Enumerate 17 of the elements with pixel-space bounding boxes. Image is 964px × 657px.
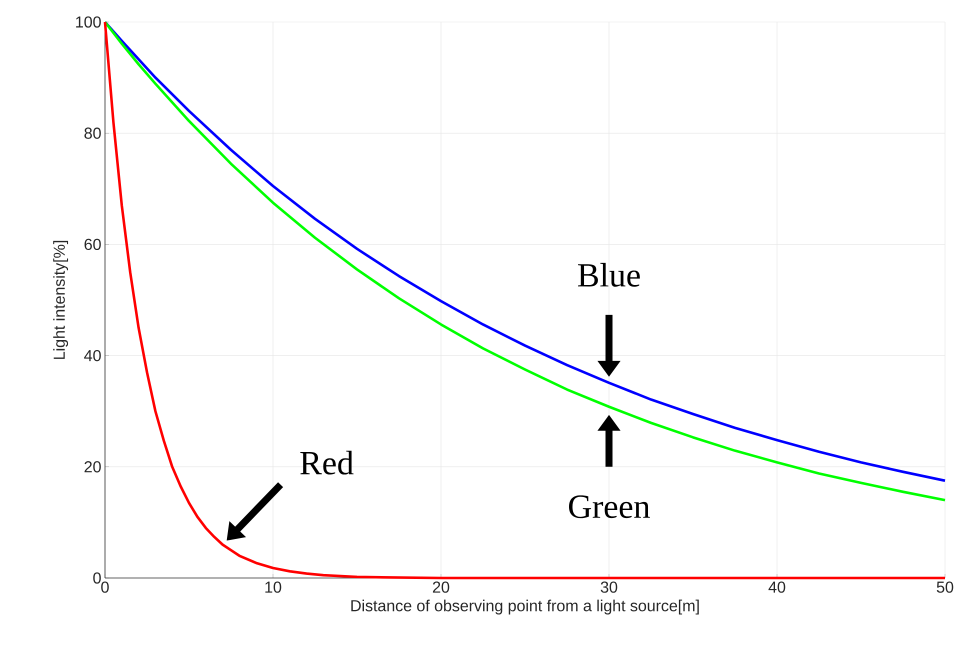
y-tick-label: 0	[93, 572, 101, 584]
x-tick-label: 40	[768, 582, 786, 593]
y-tick-label: 60	[84, 238, 101, 250]
x-axis-title: Distance of observing point from a light source[m]	[351, 600, 699, 615]
y-tick-label: 100	[76, 16, 101, 28]
x-tick-label: 0	[101, 582, 109, 593]
text: Green	[569, 495, 650, 518]
y-tick-label: 80	[84, 128, 101, 139]
y-tick-label: 20	[84, 461, 101, 472]
x-tick-label: 30	[600, 582, 618, 593]
y-axis-title: Light intensity[%]	[53, 240, 68, 359]
text: Blue	[578, 262, 640, 287]
y-tick-label: 40	[84, 350, 101, 362]
x-tick-label: 10	[265, 582, 282, 593]
text: Red	[300, 450, 354, 475]
x-tick-label: 20	[432, 582, 450, 593]
x-tick-label: 50	[936, 582, 954, 593]
